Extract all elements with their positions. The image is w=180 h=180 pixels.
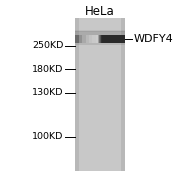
Bar [75, 42, 125, 45]
Bar [75, 35, 125, 43]
Text: WDFY4: WDFY4 [134, 34, 174, 44]
Bar [75, 31, 125, 35]
Bar [75, 18, 125, 171]
Bar [75, 35, 98, 43]
Bar [82, 35, 99, 43]
Bar [89, 35, 100, 43]
Text: 180KD: 180KD [32, 65, 64, 74]
Text: HeLa: HeLa [85, 5, 115, 18]
Bar [79, 35, 98, 43]
Bar [96, 35, 101, 43]
Bar [86, 35, 99, 43]
Text: 130KD: 130KD [32, 88, 64, 97]
Bar [92, 35, 101, 43]
Bar [79, 18, 121, 171]
Text: 100KD: 100KD [32, 132, 64, 141]
Bar [75, 30, 125, 32]
Bar [99, 35, 102, 43]
Text: 250KD: 250KD [32, 41, 64, 50]
